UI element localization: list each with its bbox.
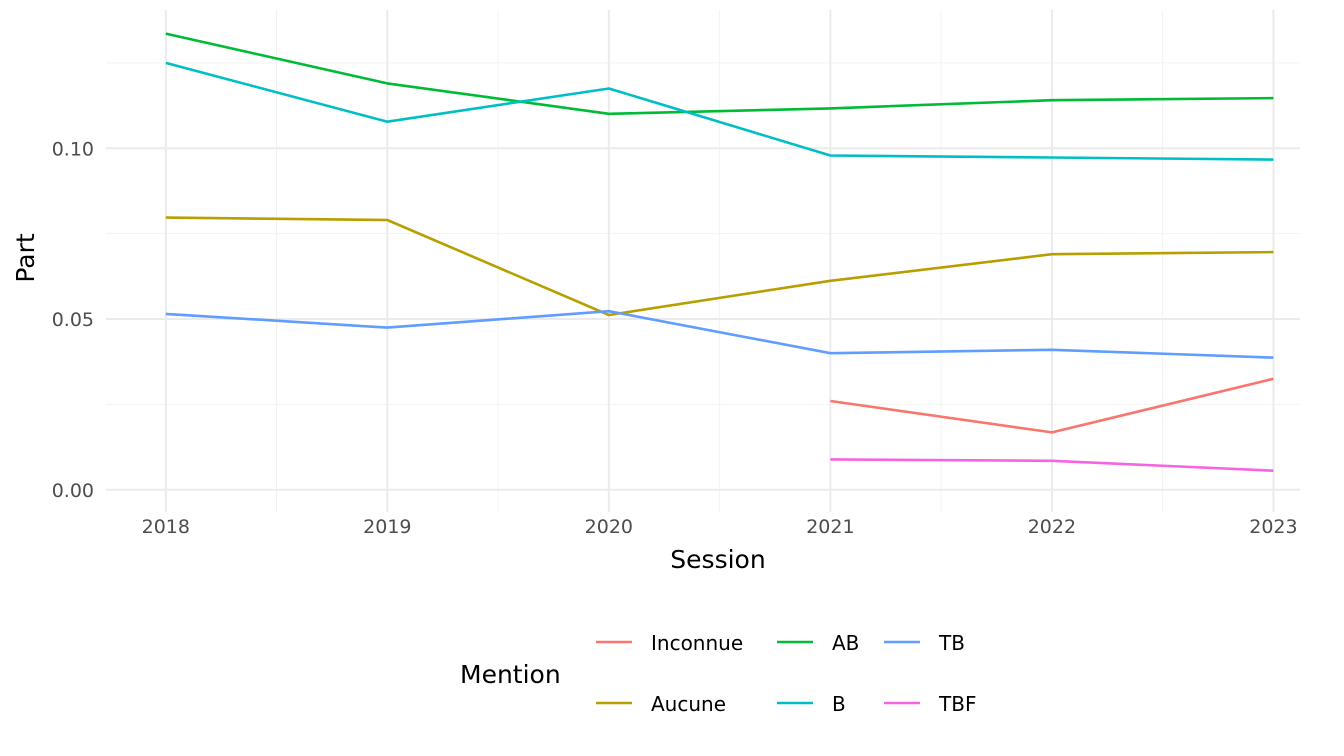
x-tick-label: 2018 [142,516,190,538]
legend-label: B [832,692,846,716]
x-tick-label: 2019 [363,516,411,538]
grid [106,10,1300,512]
series-line-inconnue [830,377,1274,434]
series-line-b [165,61,1274,161]
y-tick-label: 0.00 [52,480,94,502]
y-axis-ticks: 0.00 0.05 0.10 [52,138,94,501]
legend-label: AB [832,631,859,655]
series-lines [165,32,1274,472]
x-axis-ticks: 2018 2019 2020 2021 2022 2023 [142,516,1298,538]
y-tick-label: 0.10 [52,138,94,160]
series-line-tbf [830,458,1274,472]
legend: Mention Inconnue Aucune AB B TB TBF [460,631,976,716]
x-tick-label: 2020 [585,516,633,538]
x-tick-label: 2022 [1028,516,1076,538]
legend-label: Inconnue [651,631,743,655]
x-tick-label: 2023 [1249,516,1297,538]
legend-title: Mention [460,660,561,689]
legend-label: Aucune [651,692,726,716]
x-axis-title: Session [670,545,765,574]
series-line-tb [165,309,1274,359]
series-line-aucune [165,216,1274,317]
legend-label: TB [938,631,965,655]
y-axis-title: Part [11,233,40,283]
series-line-ab [165,32,1274,116]
legend-label: TBF [938,692,976,716]
y-tick-label: 0.05 [52,309,94,331]
x-tick-label: 2021 [806,516,854,538]
